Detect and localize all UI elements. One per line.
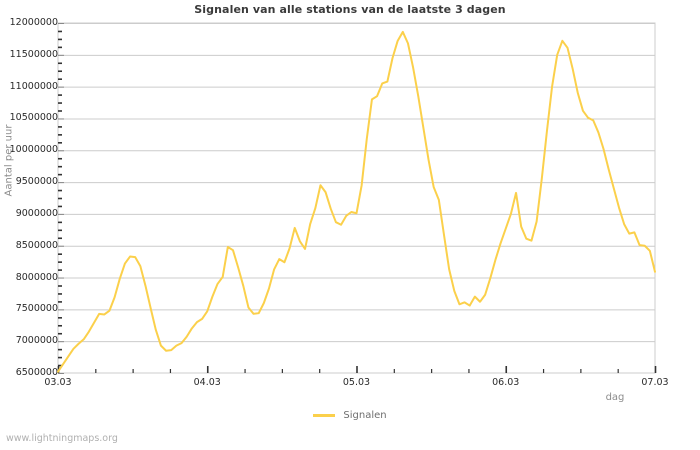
y-axis-tick-label: 9500000 xyxy=(15,176,58,188)
chart-title: Signalen van alle stations van de laatst… xyxy=(194,3,506,16)
x-axis-tick-label: 06.03 xyxy=(492,377,520,388)
x-axis-label: dag xyxy=(605,392,625,403)
legend-label-signalen: Signalen xyxy=(343,410,387,421)
y-axis-tick-label: 8500000 xyxy=(15,239,58,251)
watermark-text: www.lightningmaps.org xyxy=(6,433,118,444)
chart-legend: Signalen xyxy=(0,409,700,421)
legend-swatch-signalen xyxy=(313,414,336,417)
y-axis-tick-label: 12000000 xyxy=(9,17,58,28)
y-axis-tick-label: 7000000 xyxy=(15,335,58,347)
y-axis-tick-label: 10000000 xyxy=(9,144,58,156)
y-axis-tick-label: 8000000 xyxy=(15,271,58,283)
y-axis-tick-label: 9000000 xyxy=(15,207,58,219)
y-axis-tick-label: 11000000 xyxy=(9,80,58,92)
x-axis-tick-label: 05.03 xyxy=(342,377,371,388)
y-axis-tick-label: 7500000 xyxy=(15,303,58,315)
y-axis-tick-label: 6500000 xyxy=(15,367,58,378)
series-line-signalen xyxy=(57,30,656,373)
y-axis-tick-labels: 6500000 7000000 7500000 8000000 8500000 90000… xyxy=(0,0,58,450)
y-axis-tick-label: 10500000 xyxy=(9,112,58,124)
x-axis-tick-label: 04.03 xyxy=(193,377,221,388)
y-axis-tick-label: 11500000 xyxy=(9,48,58,60)
plot-frame xyxy=(57,22,656,374)
x-axis-tick-label: 07.03 xyxy=(641,377,669,388)
x-axis-tick-label: 03.03 xyxy=(44,377,72,388)
